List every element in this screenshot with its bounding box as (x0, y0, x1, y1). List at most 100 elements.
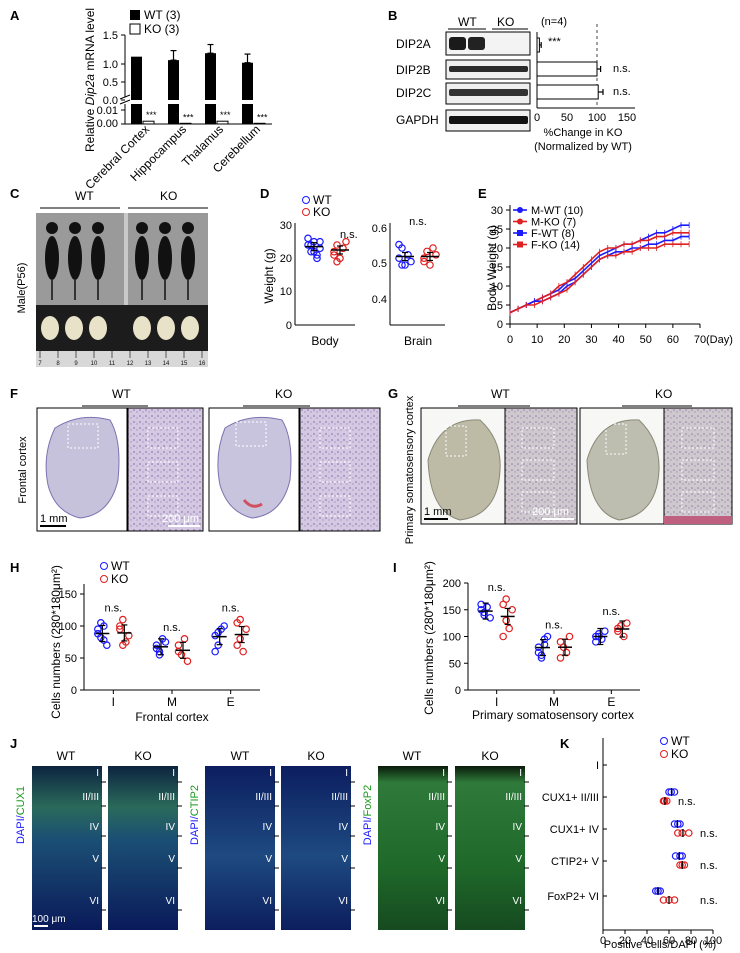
panel-i-xlabel: Primary somatosensory cortex (472, 708, 634, 722)
panel-h-point (116, 622, 124, 630)
ruler-tick-label: 15 (181, 361, 188, 367)
panel-k-row-label: CUX1+ II/III (542, 792, 599, 804)
panel-a: A Relative Dip2a mRNA level WT (3) KO (3… (10, 8, 272, 192)
panel-k-xtick-label: 40 (641, 935, 653, 947)
panel-k-point (670, 896, 679, 904)
panel-letter-a: A (10, 8, 20, 23)
panel-j-dapi: DAPI/ (362, 816, 374, 846)
panel-h-point (242, 625, 250, 634)
panel-j-layer-label: V (341, 854, 348, 865)
panel-letter-d: D (260, 186, 269, 201)
panel-f-side-label: Frontal cortex (17, 436, 29, 504)
panel-b-protein-label: GAPDH (396, 113, 439, 127)
panel-a-ytick-label: 0.5 (103, 77, 118, 89)
panel-d-legend-ko-marker (302, 208, 310, 216)
panel-j-layer-label: II/III (255, 792, 272, 803)
panel-h: H WT KO Cells numbers (280*180μm²) 0 50 10… (10, 559, 260, 724)
panel-j-stain: FoxP2 (362, 785, 374, 817)
panel-j-layer-label: V (438, 854, 445, 865)
panel-j-layer-label: II/III (158, 792, 175, 803)
panel-b-sig: *** (548, 36, 562, 48)
panel-letter-c: C (10, 186, 20, 201)
panel-b-bar (536, 37, 540, 53)
panel-j-genotype: WT (403, 749, 422, 763)
panel-i-point (502, 595, 510, 603)
panel-i-point (508, 605, 516, 614)
panel-j-layer-label: II/III (82, 792, 99, 803)
panel-letter-b: B (388, 8, 397, 23)
western-blot-image (445, 31, 531, 132)
panel-h-point (152, 644, 161, 653)
panel-h-xlabel: Frontal cortex (135, 710, 208, 724)
panel-b-genotype-wt: WT (458, 15, 477, 29)
panel-b-bars (536, 37, 604, 100)
panel-i-point (502, 616, 510, 625)
legend-ko-swatch (129, 23, 141, 35)
panel-a-sig: *** (220, 110, 231, 120)
panel-j-layer-label: V (168, 854, 175, 865)
panel-e-legend-label: M-WT (10) (531, 205, 583, 217)
panel-b-xtick-label: 150 (618, 112, 636, 124)
panel-b-bar (536, 84, 599, 100)
panel-k-sig: n.s. (678, 796, 696, 808)
panel-k-point (659, 896, 668, 904)
panel-k-row-label: CUX1+ IV (550, 824, 600, 836)
panel-h-point (174, 647, 183, 656)
ruler-tick-label: 10 (91, 361, 98, 367)
panel-a-bar-wt (242, 62, 253, 100)
panel-d-ytick-label: 20 (280, 253, 292, 265)
panel-k-xlabel: Positive cells/DAPI (%) (604, 939, 716, 951)
panel-b-protein-label: DIP2A (396, 37, 431, 51)
panel-k-sig: n.s. (700, 828, 718, 840)
panel-e-xtick-label: 50 (640, 334, 652, 346)
panel-b: B WT KO (n=4) DIP2A DIP2B DIP2C GAPDH (388, 8, 636, 153)
panel-b-xlabel: %Change in KO (544, 127, 623, 139)
panel-b-xtick-label: 50 (561, 112, 573, 124)
panel-e-xtick-label: 10 (531, 334, 543, 346)
panel-a-axis-break (119, 94, 131, 100)
panel-c-genotype-wt: WT (75, 189, 94, 203)
panel-e-legend-label: M-KO (7) (531, 217, 576, 229)
panel-d-point-ko (330, 251, 338, 259)
panel-a-ylabel-post: mRNA level (83, 8, 97, 74)
panel-d-point-wt (304, 234, 312, 243)
panel-d-sig-brain: n.s. (409, 216, 427, 228)
panel-h-sig: n.s. (104, 603, 122, 615)
panel-e-xtick-label: 0 (507, 334, 513, 346)
panel-a-ytick-label: 0.0 (103, 95, 118, 107)
panel-g-genotype-wt: WT (491, 387, 510, 401)
panel-a-bar-ko (216, 120, 229, 125)
panel-d-point-ko (432, 251, 440, 259)
panel-e-ytick-label: 20 (491, 243, 503, 255)
panel-k-point (673, 829, 682, 837)
panel-e-xtick-label: 70 (694, 334, 706, 346)
brain-photo (36, 305, 208, 351)
panel-c-genotype-ko: KO (160, 189, 177, 203)
panel-h-point (94, 625, 102, 634)
panel-g: G WT KO Primary somatosensory cortex 1 m… (388, 386, 733, 544)
panel-letter-g: G (388, 386, 398, 401)
ruler-tick-label: 7 (38, 361, 42, 367)
panel-h-category-label: I (112, 695, 115, 709)
panel-d-ytick-label: 0.5 (372, 258, 387, 270)
panel-c: C WT KO Male(P56) (10, 186, 208, 367)
panel-j-layer-label: IV (339, 822, 349, 833)
panel-e-ytick-label: 25 (491, 224, 503, 236)
ruler-tick-label: 13 (145, 361, 152, 367)
panel-k-point (659, 797, 668, 805)
panel-i-sig: n.s. (545, 620, 563, 632)
panel-d-point-wt (395, 254, 403, 263)
panel-e-xunit: (Day) (706, 334, 733, 346)
panel-i-ytick-label: 200 (443, 578, 461, 590)
panel-j-layer-label: VI (436, 896, 445, 907)
panel-b-protein-label: DIP2C (396, 86, 432, 100)
panel-j-layer-label: II/III (505, 792, 522, 803)
panel-h-point (233, 641, 241, 650)
panel-i-ytick-label: 100 (443, 632, 461, 644)
panel-i-point (623, 619, 631, 627)
panel-e-ytick-label: 0 (497, 319, 503, 331)
panel-j-layer-label: IV (436, 822, 446, 833)
panel-e: E Body Weight (g) 0 5 10 15 20 25 30 0 10 20 30 40 5… (478, 186, 733, 346)
panel-j-layer-label: VI (513, 896, 522, 907)
panel-e-legend-marker (517, 207, 523, 213)
